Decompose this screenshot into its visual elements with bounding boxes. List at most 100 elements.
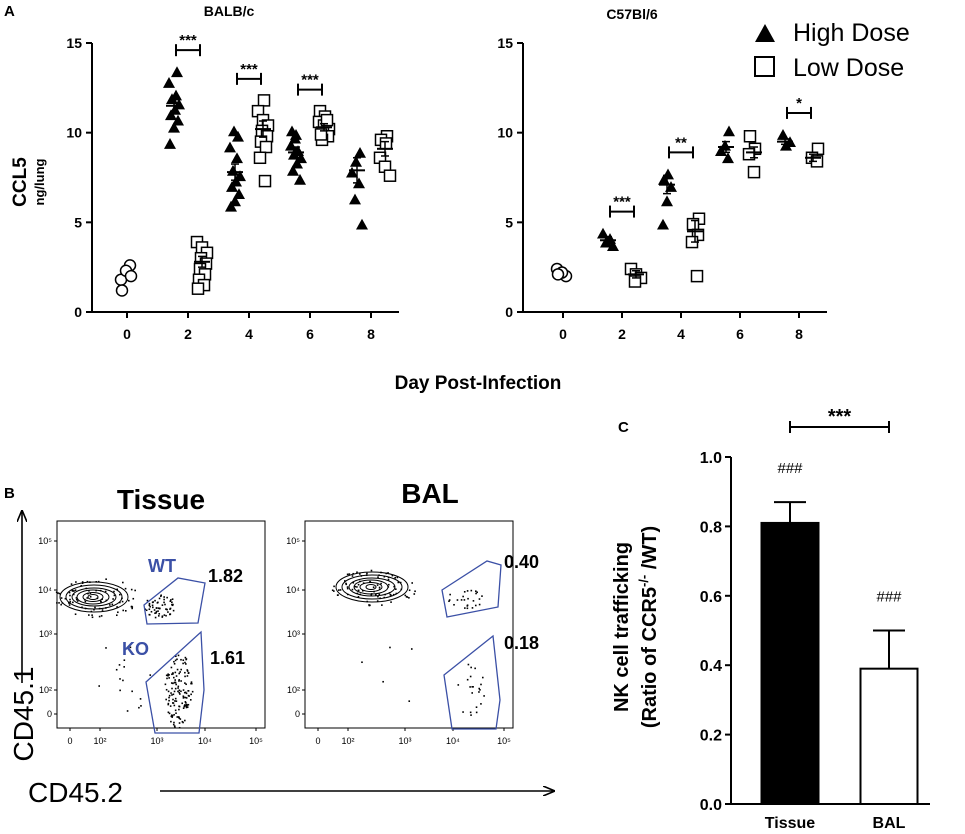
flow-event (189, 699, 192, 701)
flow-event (481, 676, 484, 679)
flow-x-tick-label: 10³ (150, 736, 163, 746)
flow-event (375, 593, 377, 596)
flow-event (124, 610, 127, 612)
flow-event (165, 614, 167, 617)
flow-event (472, 686, 474, 688)
flow-event (411, 582, 414, 584)
flow-event (191, 690, 194, 693)
sig-label: *** (613, 194, 631, 211)
point-high-dose (231, 152, 243, 164)
flow-event (178, 717, 181, 720)
gate-wt-tissue (143, 577, 206, 625)
point-low-dose (379, 137, 393, 150)
flow-event (75, 581, 77, 583)
legend-high-dose: High Dose (793, 19, 910, 47)
point-high-dose (665, 181, 677, 192)
point-low-dose (743, 130, 757, 143)
flow-event (122, 679, 124, 682)
flow-y-tick-label: 10³ (287, 629, 300, 639)
point-low-dose (314, 128, 328, 141)
point-high-dose (168, 121, 180, 133)
panel-label-c: C (618, 419, 629, 436)
flow-event (166, 596, 168, 599)
plot-title: BALB/c (204, 3, 255, 19)
point-high-dose (346, 166, 358, 178)
flow-event (470, 589, 473, 592)
flow-event (179, 671, 181, 673)
flow-event (187, 703, 190, 706)
flow-event (171, 714, 173, 716)
flow-event (478, 691, 480, 693)
flow-event (174, 679, 176, 681)
point-high-dose (226, 181, 238, 192)
flow-event (410, 648, 413, 650)
flow-y-tick-label: 0 (47, 709, 52, 719)
flow-event (157, 610, 159, 612)
flow-x-tick-label: 10² (93, 736, 106, 746)
flow-event (69, 601, 72, 603)
flow-event (370, 569, 373, 572)
flow-event (351, 588, 354, 591)
flow-event (348, 573, 351, 575)
flow-event (172, 673, 174, 675)
flow-event (185, 658, 187, 661)
flow-event (84, 600, 87, 603)
flow-event (165, 698, 167, 701)
flow-event (126, 710, 129, 712)
flow-event (170, 666, 173, 669)
flow-event (478, 603, 481, 606)
point-high-dose (657, 218, 669, 230)
flow-event (408, 589, 411, 592)
x-tick-label: 6 (736, 326, 744, 342)
flow-event (72, 593, 75, 596)
flow-event (464, 607, 466, 609)
flow-event (460, 599, 463, 601)
point-high-dose (723, 125, 735, 137)
point-high-dose (224, 141, 236, 153)
flow-event (171, 673, 173, 676)
flow-event (168, 694, 171, 697)
flow-event (134, 589, 136, 592)
flow-event (186, 670, 189, 672)
flow-event (101, 609, 104, 611)
point-high-dose (777, 129, 789, 140)
point-low-dose (747, 165, 761, 179)
flow-event (383, 575, 386, 578)
flow-x-tick-label: 10⁵ (497, 736, 511, 746)
flow-event (175, 675, 178, 677)
scatter-balbc: BALB/c 0 5 10 15 0 2 4 6 8 *** *** *** (66, 3, 399, 342)
flow-event (190, 682, 193, 685)
flow-event (155, 610, 158, 613)
flow-event (170, 720, 172, 723)
flow-event (76, 600, 79, 602)
point-high-dose (171, 66, 183, 78)
flow-event (163, 601, 165, 604)
flow-event (117, 611, 119, 614)
point-high-dose (165, 109, 177, 121)
flow-event (178, 691, 180, 694)
flow-event (172, 693, 175, 696)
flow-event (448, 600, 450, 603)
flow-event (163, 598, 165, 601)
flow-event (381, 604, 383, 606)
flow-event (104, 590, 107, 593)
flow-event (470, 666, 472, 669)
flow-event (475, 592, 477, 595)
flow-event (181, 702, 184, 705)
flow-event (173, 725, 176, 727)
flow-event (357, 583, 360, 586)
x-tick-label: 6 (306, 326, 314, 342)
flow-event (480, 683, 482, 686)
flow-event (169, 613, 171, 616)
flow-event (172, 702, 175, 704)
legend-triangle-icon (755, 24, 775, 42)
flow-x-tick-label: 10³ (398, 736, 411, 746)
flow-event (186, 706, 189, 708)
flow-event (163, 614, 166, 616)
flow-event (75, 597, 78, 599)
legend: High Dose Low Dose (754, 19, 910, 82)
flow-event (91, 616, 94, 619)
flow-event (55, 591, 58, 594)
flow-event (414, 590, 416, 593)
